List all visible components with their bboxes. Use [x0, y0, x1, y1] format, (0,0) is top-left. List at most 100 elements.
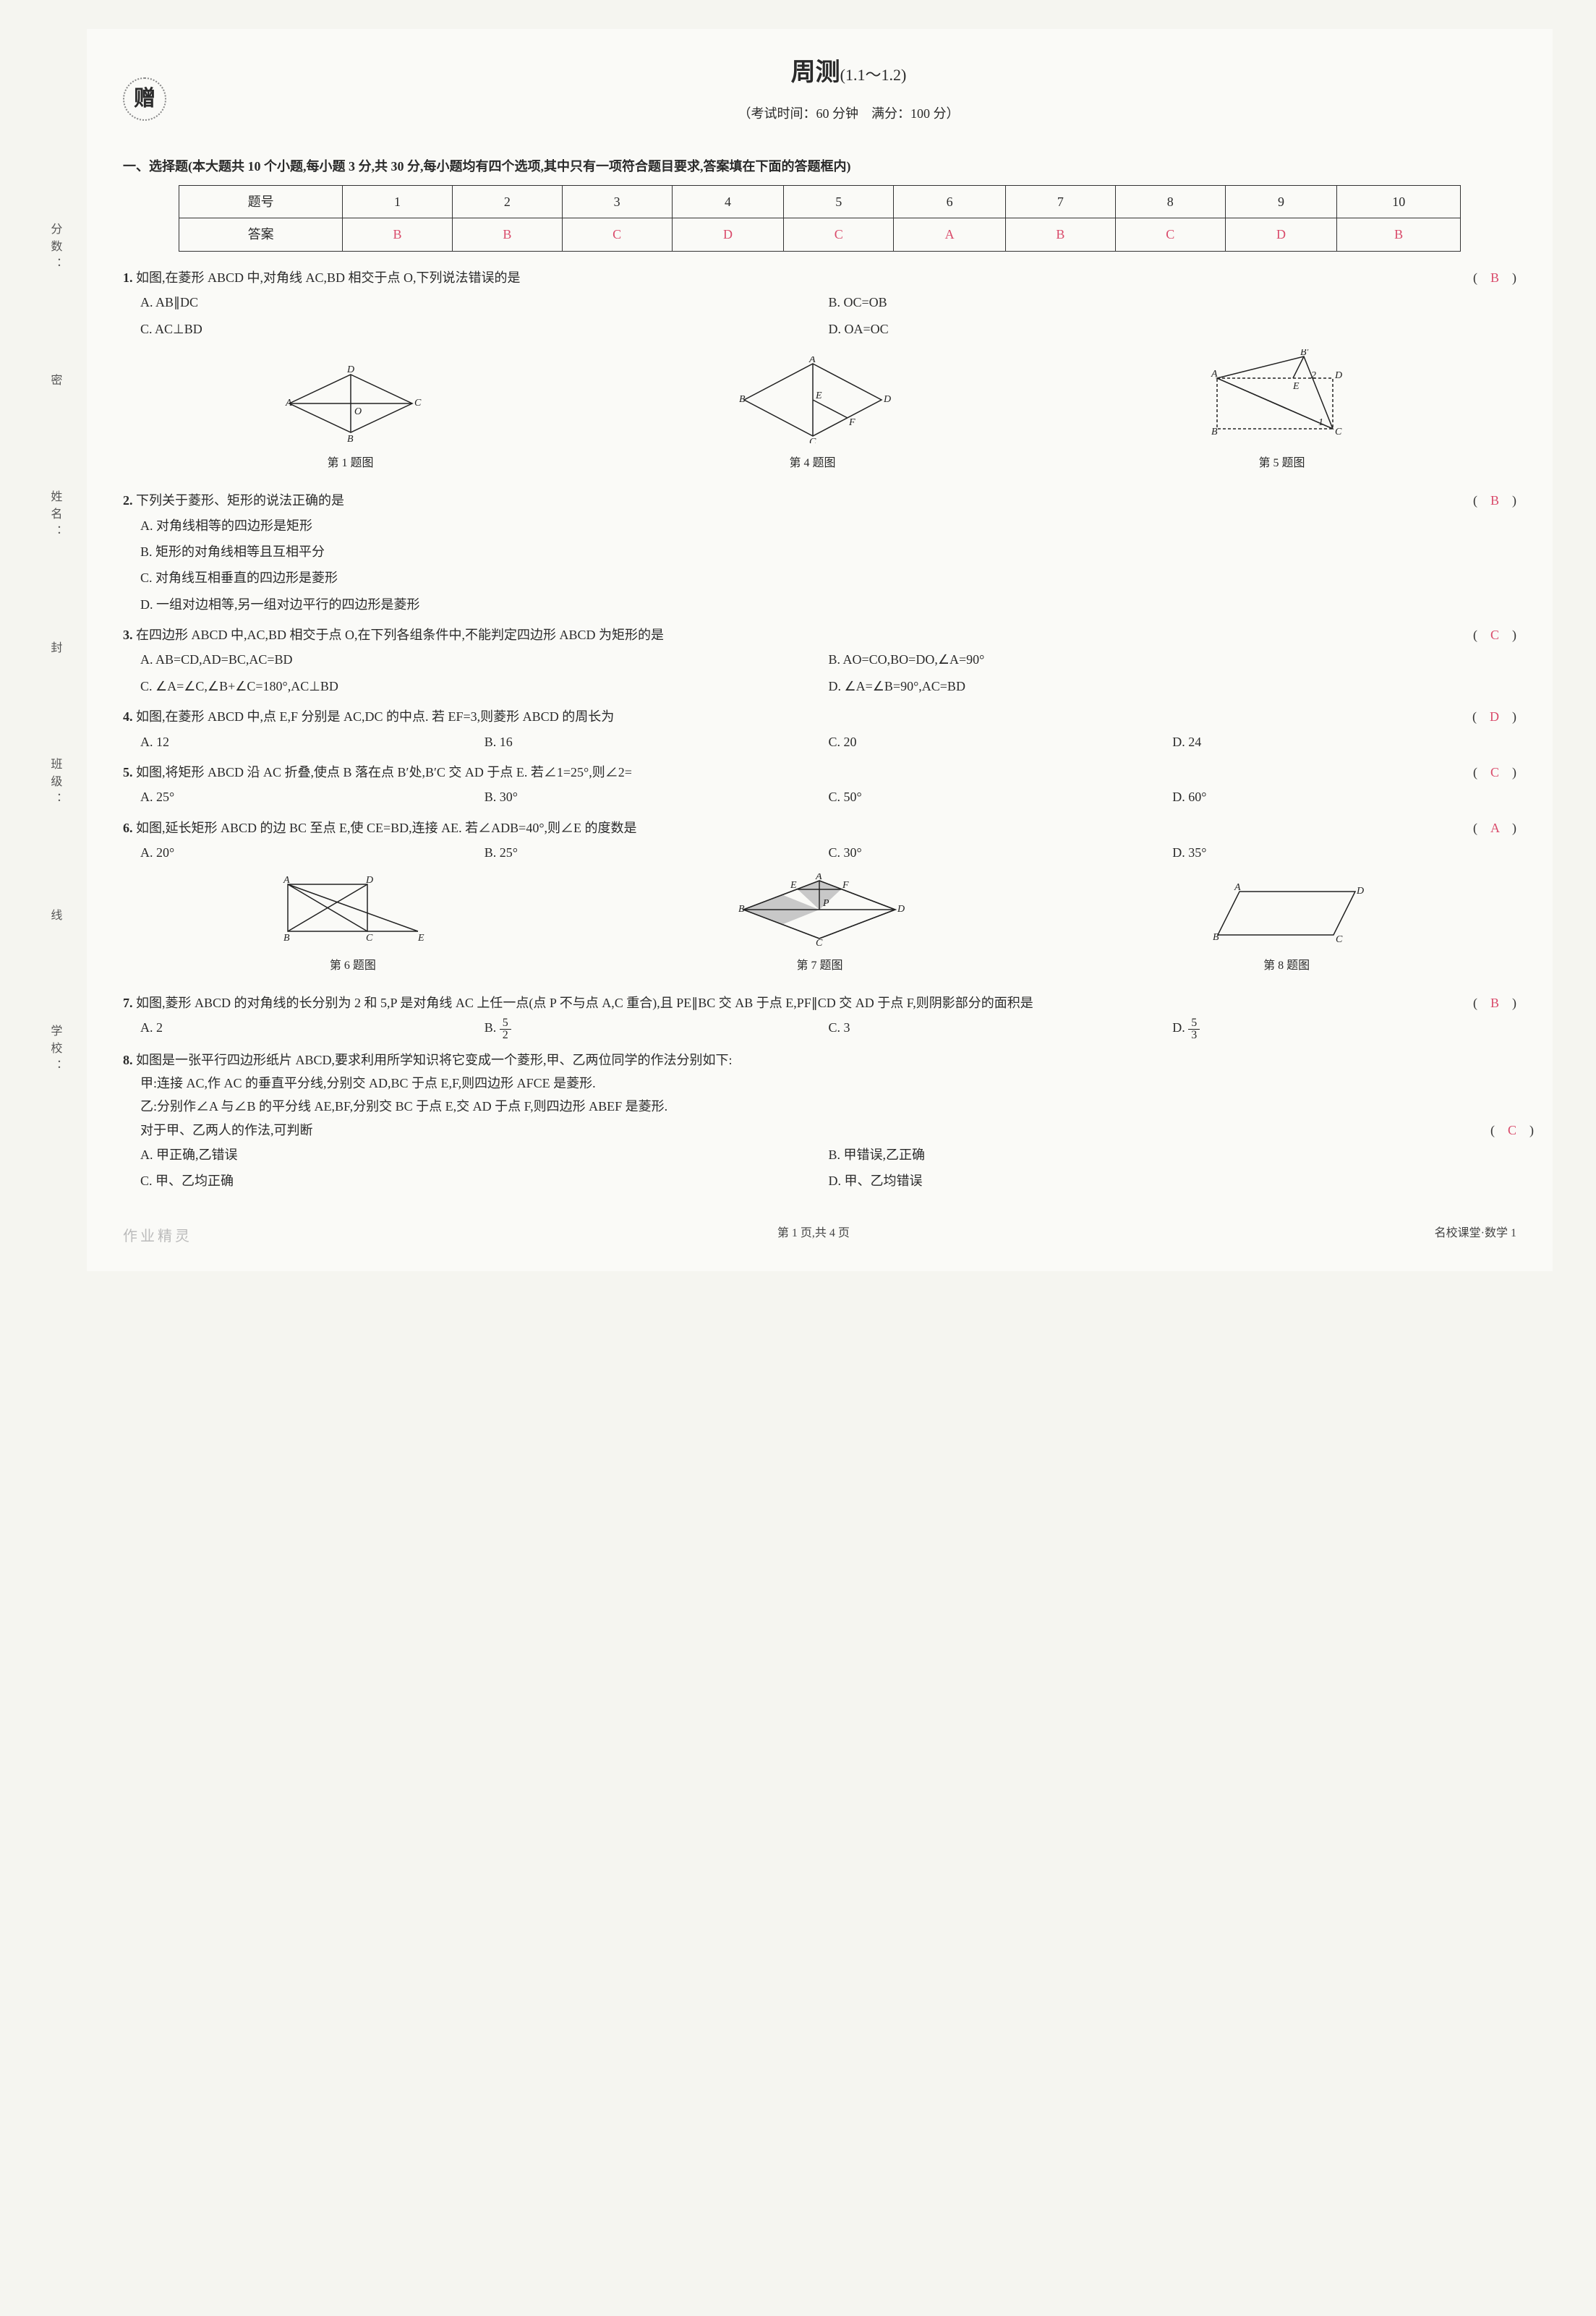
- answer-label: 答案: [179, 218, 343, 251]
- figure-5: AD BC B′E 2 1 第 5 题图: [1203, 349, 1362, 474]
- svg-text:B′: B′: [1300, 349, 1310, 358]
- svg-text:2: 2: [1311, 370, 1316, 381]
- side-label-score: 分数：: [44, 223, 65, 275]
- exam-info: （考试时间：60 分钟 满分：100 分）: [181, 102, 1516, 125]
- svg-text:F: F: [848, 417, 855, 428]
- answer-mark: ( B ): [1473, 991, 1516, 1014]
- svg-text:C: C: [414, 398, 422, 409]
- svg-text:O: O: [354, 406, 362, 417]
- svg-text:C: C: [1335, 427, 1342, 437]
- svg-text:1: 1: [1318, 417, 1323, 428]
- side-label-name: 姓名：: [44, 490, 65, 542]
- page-title: 周测(1.1～1.2): [181, 51, 1516, 95]
- svg-text:D: D: [365, 875, 373, 886]
- svg-text:D: D: [883, 394, 891, 405]
- svg-text:E: E: [815, 390, 822, 401]
- question-1: 1. 如图,在菱形 ABCD 中,对角线 AC,BD 相交于点 O,下列说法错误…: [123, 266, 1516, 342]
- answer-mark: ( C ): [1473, 761, 1516, 784]
- side-marker-mi: 密: [44, 374, 65, 391]
- svg-text:E: E: [1292, 381, 1300, 392]
- extra-line: 对于甲、乙两人的作法,可判断 ( C ): [140, 1119, 1516, 1142]
- side-label-class: 班级：: [44, 758, 65, 810]
- side-marker-xian: 线: [44, 909, 65, 926]
- rhombus-ef-diagram-icon: A D C B E F: [733, 356, 892, 443]
- side-marker-feng: 封: [44, 641, 65, 659]
- rhombus-diagram-icon: A C D B O: [278, 364, 423, 443]
- svg-text:B: B: [1211, 427, 1218, 437]
- options: A. AB=CD,AD=BC,AC=BD B. AO=CO,BO=DO,∠A=9…: [140, 646, 1516, 699]
- svg-text:D: D: [897, 904, 905, 915]
- question-4: 4. 如图,在菱形 ABCD 中,点 E,F 分别是 AC,DC 的中点. 若 …: [123, 705, 1516, 755]
- figure-row-2: AD BC E 第 6 题图 AD CB EF P 第 7 题图: [123, 873, 1516, 977]
- section-1-header: 一、选择题(本大题共 10 个小题,每小题 3 分,共 30 分,每小题均有四个…: [123, 155, 1516, 178]
- answer-mark: ( C ): [1473, 623, 1516, 646]
- svg-text:C: C: [1336, 934, 1343, 945]
- options: A. AB∥DC B. OC=OB C. AC⊥BD D. OA=OC: [140, 289, 1516, 342]
- figure-1: AC DB O 第 1 题图: [278, 364, 423, 474]
- rhombus-shaded-diagram-icon: A D C B E F P: [733, 873, 906, 946]
- answer-mark: ( B ): [1473, 489, 1516, 512]
- svg-text:B: B: [347, 434, 354, 443]
- svg-text:E: E: [790, 880, 797, 891]
- svg-text:B: B: [739, 394, 746, 405]
- answer-mark: ( C ): [1490, 1119, 1534, 1142]
- svg-text:D: D: [1334, 370, 1342, 381]
- answer-mark: ( D ): [1472, 705, 1516, 728]
- page-footer: 作业精灵 第 1 页,共 4 页 名校课堂·数学 1: [123, 1223, 1516, 1249]
- figure-4: AD CB EF 第 4 题图: [733, 356, 892, 474]
- svg-text:B: B: [738, 904, 745, 915]
- svg-text:F: F: [842, 880, 849, 891]
- svg-text:C: C: [366, 933, 373, 944]
- options: A. 2 B. 52 C. 3 D. 53: [140, 1014, 1516, 1042]
- watermark: 作业精灵: [123, 1223, 192, 1249]
- figure-8: AD BC 第 8 题图: [1207, 881, 1366, 977]
- footer-right: 名校课堂·数学 1: [1435, 1223, 1516, 1249]
- page-number: 第 1 页,共 4 页: [777, 1223, 850, 1249]
- svg-text:A: A: [808, 356, 816, 365]
- svg-text:A: A: [1211, 369, 1218, 380]
- table-row-header: 题号 1 2 3 4 5 6 7 8 9 10: [179, 185, 1461, 218]
- svg-text:D: D: [346, 364, 354, 375]
- fold-rectangle-diagram-icon: A D B C B′ E 2 1: [1203, 349, 1362, 443]
- question-8: 8. 如图是一张平行四边形纸片 ABCD,要求利用所学知识将它变成一个菱形,甲、…: [123, 1048, 1516, 1195]
- options: A. 对角线相等的四边形是矩形 B. 矩形的对角线相等且互相平分 C. 对角线互…: [140, 513, 1516, 618]
- question-6: 6. 如图,延长矩形 ABCD 的边 BC 至点 E,使 CE=BD,连接 AE…: [123, 816, 1516, 866]
- figure-row-1: AC DB O 第 1 题图 AD CB EF 第 4 题图: [123, 349, 1516, 474]
- answer-table: 题号 1 2 3 4 5 6 7 8 9 10 答案 B B C D C A B…: [179, 185, 1461, 252]
- header-label: 题号: [179, 185, 343, 218]
- extra-line: 乙:分别作∠A 与∠B 的平分线 AE,BF,分别交 BC 于点 E,交 AD …: [140, 1095, 1516, 1118]
- svg-text:C: C: [809, 437, 816, 443]
- svg-text:E: E: [417, 933, 424, 944]
- binding-margin: 分数： 密 姓名： 封 班级： 线 学校：: [29, 29, 80, 1271]
- svg-text:D: D: [1356, 886, 1364, 897]
- svg-text:B: B: [283, 933, 290, 944]
- side-label-school: 学校：: [44, 1025, 65, 1077]
- title-main: 周测: [791, 59, 840, 86]
- answer-mark: ( B ): [1473, 266, 1516, 289]
- gift-badge: 赠: [123, 77, 166, 121]
- question-7: 7. 如图,菱形 ABCD 的对角线的长分别为 2 和 5,P 是对角线 AC …: [123, 991, 1516, 1043]
- options: A. 20° B. 25° C. 30° D. 35°: [140, 839, 1516, 866]
- exam-page: 分数： 密 姓名： 封 班级： 线 学校： 赠 周测(1.1～1.2) （考试时…: [87, 29, 1553, 1271]
- answer-mark: ( A ): [1473, 816, 1516, 839]
- options: A. 12 B. 16 C. 20 D. 24: [140, 729, 1516, 755]
- svg-text:C: C: [816, 938, 823, 946]
- question-5: 5. 如图,将矩形 ABCD 沿 AC 折叠,使点 B 落在点 B′处,B′C …: [123, 761, 1516, 811]
- figure-6: AD BC E 第 6 题图: [273, 873, 432, 977]
- svg-text:A: A: [1234, 882, 1241, 893]
- rectangle-extend-diagram-icon: A D B C E: [273, 873, 432, 946]
- question-3: 3. 在四边形 ABCD 中,AC,BD 相交于点 O,在下列各组条件中,不能判…: [123, 623, 1516, 699]
- svg-text:P: P: [822, 898, 829, 909]
- figure-7: AD CB EF P 第 7 题图: [733, 873, 906, 977]
- svg-text:A: A: [815, 873, 822, 882]
- svg-text:A: A: [285, 398, 292, 409]
- svg-text:B: B: [1213, 932, 1219, 943]
- title-sub: (1.1～1.2): [840, 66, 907, 84]
- question-2: 2. 下列关于菱形、矩形的说法正确的是 ( B ) A. 对角线相等的四边形是矩…: [123, 489, 1516, 618]
- extra-line: 甲:连接 AC,作 AC 的垂直平分线,分别交 AD,BC 于点 E,F,则四边…: [140, 1072, 1516, 1095]
- svg-text:A: A: [283, 875, 290, 886]
- parallelogram-diagram-icon: A D B C: [1207, 881, 1366, 946]
- options: A. 甲正确,乙错误 B. 甲错误,乙正确 C. 甲、乙均正确 D. 甲、乙均错…: [140, 1142, 1516, 1195]
- options: A. 25° B. 30° C. 50° D. 60°: [140, 784, 1516, 810]
- table-row-answers: 答案 B B C D C A B C D B: [179, 218, 1461, 251]
